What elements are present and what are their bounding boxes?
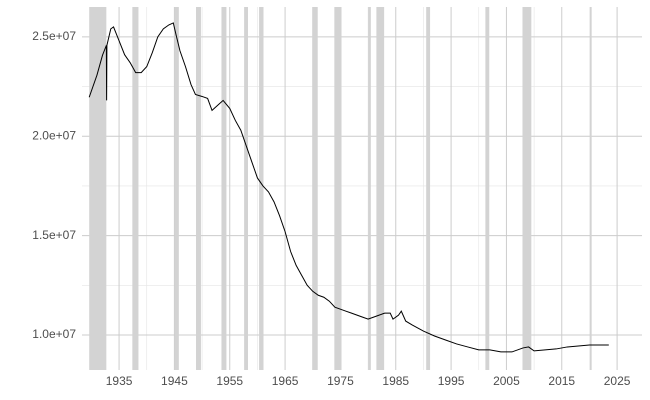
x-tick-label: 1975 [327, 374, 354, 388]
shaded-period [334, 7, 342, 370]
x-tick-label: 1945 [161, 374, 188, 388]
x-tick-label: 1955 [216, 374, 243, 388]
y-tick-label: 1.0e+07 [32, 327, 76, 341]
shaded-period [522, 7, 532, 370]
x-tick-label: 2025 [604, 374, 631, 388]
shaded-period [485, 7, 490, 370]
shaded-period [244, 7, 249, 370]
x-tick-label: 1995 [438, 374, 465, 388]
y-tick-label: 1.5e+07 [32, 228, 76, 242]
x-tick-label: 2015 [548, 374, 575, 388]
x-tick-label: 1935 [106, 374, 133, 388]
shaded-period [589, 7, 592, 370]
data-line [88, 22, 609, 353]
shaded-period [89, 7, 107, 370]
x-tick-label: 1965 [272, 374, 299, 388]
shaded-period [426, 7, 431, 370]
y-tick-label: 2.5e+07 [32, 29, 76, 43]
shaded-period [259, 7, 264, 370]
shaded-period [376, 7, 385, 370]
shaded-period [312, 7, 318, 370]
y-tick-label: 2.0e+07 [32, 128, 76, 142]
shaded-period [221, 7, 227, 370]
shaded-period [368, 7, 371, 370]
shaded-period [132, 7, 139, 370]
shaded-period [195, 7, 201, 370]
x-tick-label: 2005 [493, 374, 520, 388]
x-tick-label: 1985 [382, 374, 409, 388]
shaded-period [174, 7, 179, 370]
